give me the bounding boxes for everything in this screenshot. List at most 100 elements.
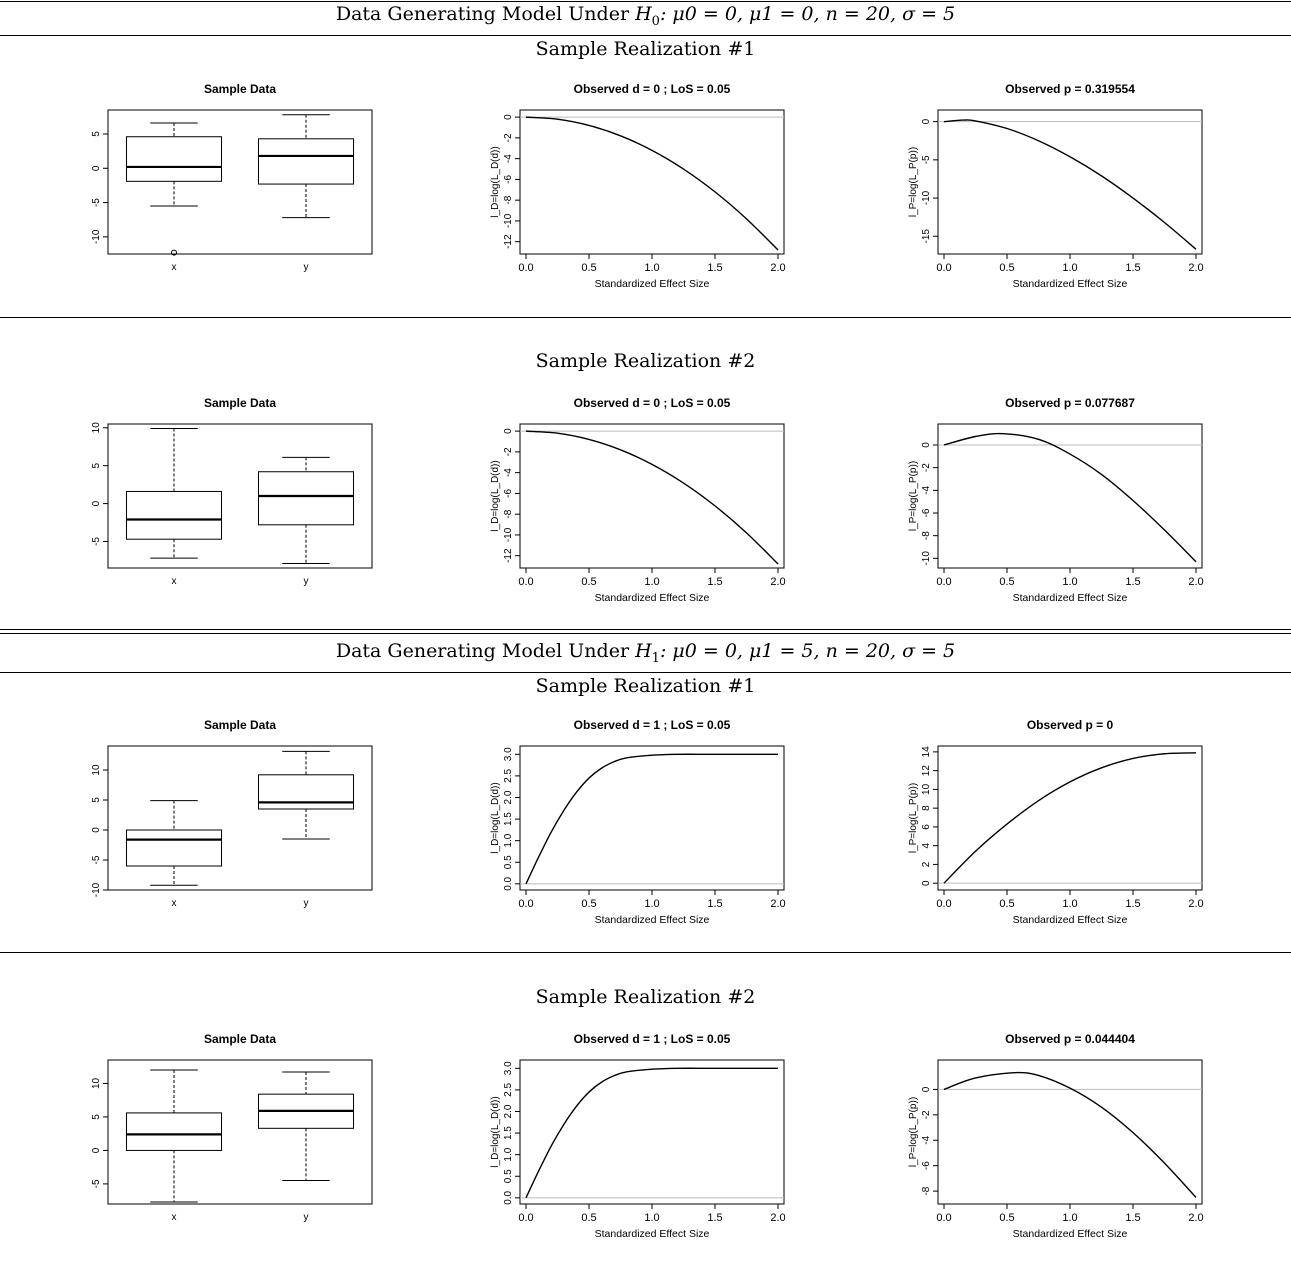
x-tick-label: 1.5: [1125, 1212, 1140, 1224]
y-tick-label: -6: [503, 175, 514, 184]
category-label: y: [304, 576, 309, 587]
plot-frame: [519, 109, 785, 255]
rule-between-h1-realizations: [0, 952, 1291, 953]
x-tick-label: 1.0: [1062, 1212, 1077, 1224]
y-axis-label: l_P=log(L_P(p)): [908, 147, 919, 217]
x-tick-label: 2.0: [770, 576, 785, 588]
y-tick-label: -2: [503, 133, 514, 142]
x-tick-label: 0.5: [581, 898, 596, 910]
panel-title: Observed p = 0: [1027, 718, 1114, 732]
y-tick-label: 14: [921, 746, 932, 758]
category-label: x: [172, 262, 177, 273]
x-tick-label: 1.5: [707, 576, 722, 588]
box-y: [257, 114, 355, 219]
box-x: [125, 1069, 223, 1203]
y-tick-label: -10: [503, 527, 514, 542]
x-tick-label: 1.5: [707, 898, 722, 910]
y-tick-label: -8: [503, 509, 514, 518]
likelihood-curve: [943, 1071, 1197, 1198]
model-title: Data Generating Model Under H0: μ0 = 0, …: [0, 3, 1291, 29]
likelihood-curve: [525, 116, 779, 251]
y-tick-label: -10: [503, 213, 514, 228]
x-tick-label: 0.5: [581, 1212, 596, 1224]
y-tick-label: 0.5: [503, 1169, 514, 1183]
y-axis-label: l_P=log(L_P(p)): [908, 783, 919, 853]
y-tick-label: -5: [91, 1179, 102, 1188]
x-tick-label: 0.0: [518, 576, 533, 588]
y-tick-label: 0.0: [503, 876, 514, 890]
iqr-box: [125, 1112, 223, 1151]
likelihood-panel: Observed p = 0.077687 -10 -8 -6 -4 -2 0 0.0 0.5 1…: [908, 396, 1204, 604]
y-tick-label: 10: [91, 422, 102, 434]
x-tick-label: 1.0: [1062, 898, 1077, 910]
x-tick-label: 1.5: [707, 1212, 722, 1224]
y-tick-label: -4: [503, 154, 514, 163]
y-tick-label: 5: [91, 1114, 102, 1120]
y-tick-label: 10: [921, 783, 932, 795]
boxplot-panel: Sample Data -10 -5 0 5 10 x y: [91, 718, 373, 909]
boxplot-panel: Sample Data -5 0 5 10 x y: [91, 396, 373, 587]
y-tick-label: 2.5: [503, 1083, 514, 1097]
likelihood-panel: Observed p = 0.319554 -15 -10 -5 0 0.0 0.5 1.0 1…: [908, 82, 1204, 290]
x-axis-label: Standardized Effect Size: [1013, 278, 1128, 290]
likelihood-panel: Observed p = 0 0 2 4 6 8 10 12 14 0.0 0.5 1.0 1.5 2.0…: [908, 718, 1204, 926]
iqr-box: [125, 136, 223, 182]
y-tick-label: 0: [91, 827, 102, 833]
category-label: y: [304, 1212, 309, 1223]
x-tick-label: 2.0: [1188, 262, 1203, 274]
likelihood-curve: [943, 752, 1197, 884]
box-x: [125, 122, 223, 256]
y-tick-label: 0: [921, 442, 932, 448]
outlier-point: [171, 249, 177, 256]
y-tick-label: -6: [503, 489, 514, 498]
x-axis-label: Standardized Effect Size: [595, 278, 710, 290]
y-tick-label: 6: [921, 824, 932, 830]
x-axis-label: Standardized Effect Size: [595, 1228, 710, 1240]
plot-frame: [107, 745, 373, 891]
rule-between-h0-realizations: [0, 317, 1291, 318]
y-tick-label: 8: [921, 805, 932, 811]
x-axis-label: Standardized Effect Size: [595, 914, 710, 926]
y-tick-label: -2: [921, 463, 932, 472]
model-parameters: : μ0 = 0, μ1 = 5, n = 20, σ = 5: [659, 640, 956, 662]
likelihood-curve: [525, 430, 779, 565]
y-tick-label: 10: [91, 764, 102, 776]
panel-title: Observed p = 0.044404: [1005, 1032, 1135, 1046]
panel-title: Observed d = 0 ; LoS = 0.05: [574, 396, 731, 410]
x-axis-label: Standardized Effect Size: [1013, 592, 1128, 604]
double-rule-b: [0, 633, 1291, 634]
plot-frame: [937, 1059, 1203, 1205]
likelihood-curve: [943, 432, 1197, 563]
model-hypothesis-index: 1: [651, 650, 660, 666]
category-label: y: [304, 262, 309, 273]
model-hypothesis: H: [635, 640, 652, 662]
y-tick-label: 4: [921, 842, 932, 848]
double-rule-a: [0, 629, 1291, 630]
y-tick-label: -2: [921, 1110, 932, 1119]
panel-title: Observed d = 1 ; LoS = 0.05: [574, 718, 731, 732]
y-tick-label: 1.0: [503, 833, 514, 847]
y-tick-label: 3.0: [503, 747, 514, 761]
y-axis-label: l_P=log(L_P(p)): [908, 1097, 919, 1167]
likelihood-panel: Observed d = 1 ; LoS = 0.05 0.0 0.5 1.0 1.5 2…: [490, 718, 786, 926]
y-axis-label: l_D=log(L_D(d)): [490, 146, 501, 217]
likelihood-panel: Observed d = 1 ; LoS = 0.05 0.0 0.5 1.0 1.5 2…: [490, 1032, 786, 1240]
y-tick-label: 0: [921, 1086, 932, 1092]
plot-frame: [107, 1059, 373, 1205]
x-tick-label: 0.0: [936, 898, 951, 910]
iqr-box: [125, 490, 223, 540]
x-tick-label: 0.5: [581, 262, 596, 274]
y-tick-label: 0: [921, 880, 932, 886]
x-axis-label: Standardized Effect Size: [1013, 1228, 1128, 1240]
y-tick-label: -5: [921, 155, 932, 164]
y-tick-label: -10: [91, 882, 102, 897]
x-tick-label: 0.5: [999, 1212, 1014, 1224]
category-label: x: [172, 898, 177, 909]
x-tick-label: 2.0: [770, 262, 785, 274]
y-axis-label: l_P=log(L_P(p)): [908, 461, 919, 531]
model-title-prefix: Data Generating Model Under: [335, 3, 636, 25]
iqr-box: [257, 774, 355, 810]
model-title: Data Generating Model Under H1: μ0 = 0, …: [0, 640, 1291, 666]
panel-title: Observed d = 1 ; LoS = 0.05: [574, 1032, 731, 1046]
